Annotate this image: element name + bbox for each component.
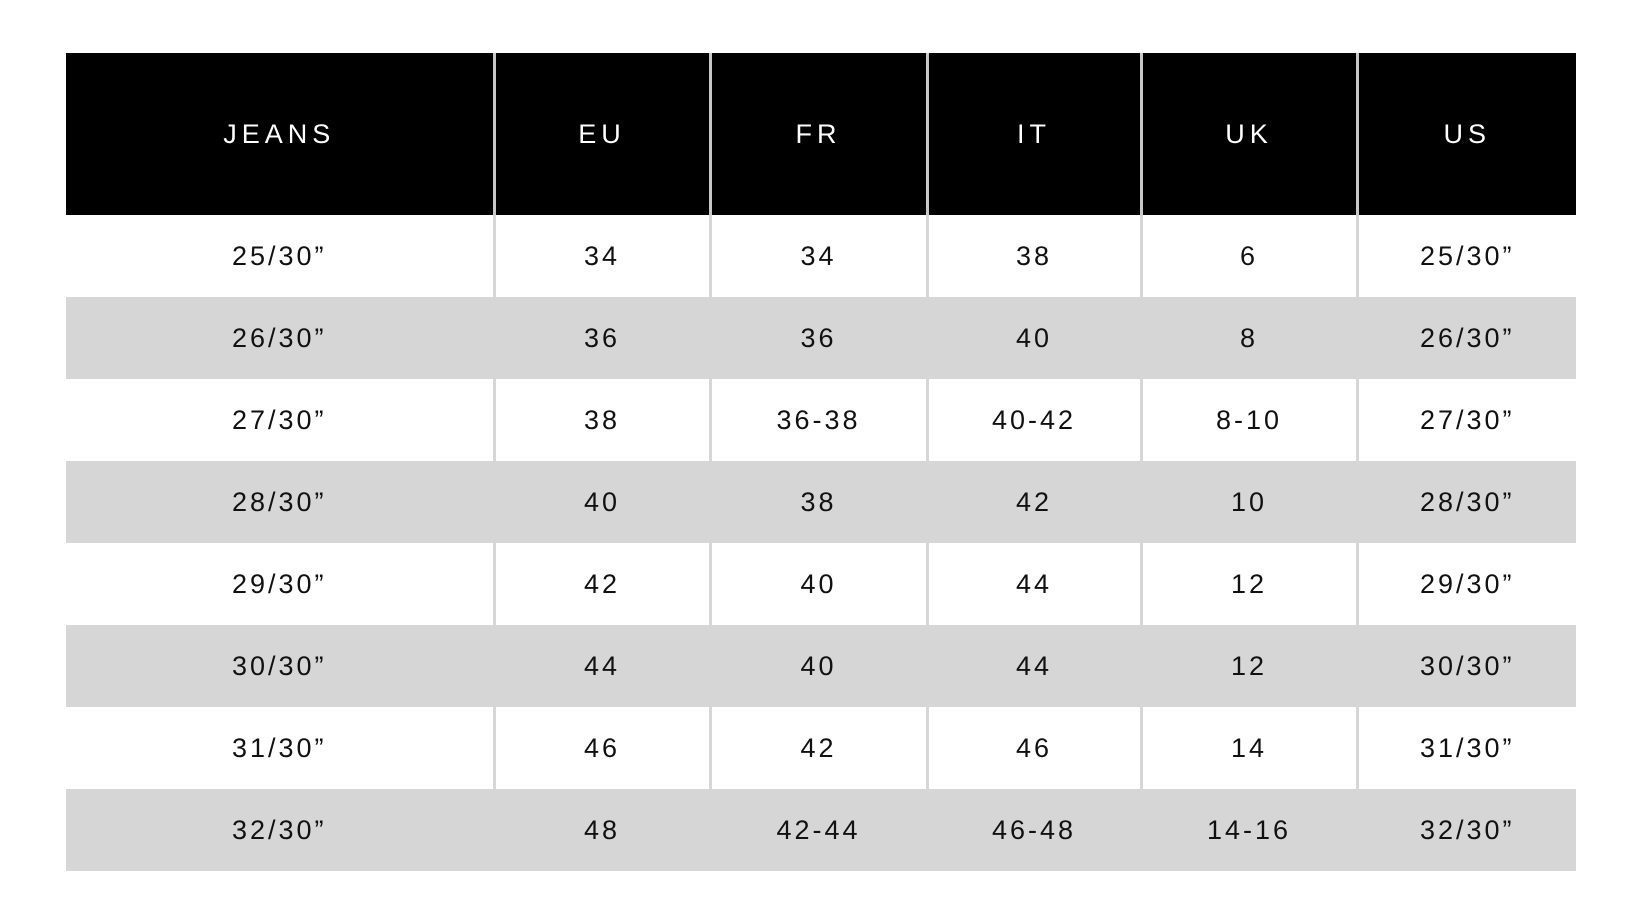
cell-uk: 8 xyxy=(1139,297,1357,379)
cell-us: 31/30” xyxy=(1355,707,1576,789)
table-row: 25/30” 34 34 38 6 25/30” xyxy=(66,215,1576,297)
size-chart-header: JEANS EU FR IT UK US xyxy=(66,53,1576,215)
cell-uk: 10 xyxy=(1139,461,1357,543)
cell-uk: 14 xyxy=(1139,707,1357,789)
header-jeans: JEANS xyxy=(66,53,494,215)
cell-fr: 42 xyxy=(708,707,927,789)
table-row: 27/30” 38 36-38 40-42 8-10 27/30” xyxy=(66,379,1576,461)
cell-eu: 48 xyxy=(492,789,710,871)
cell-fr: 40 xyxy=(708,625,927,707)
cell-uk: 6 xyxy=(1139,215,1357,297)
cell-uk: 12 xyxy=(1139,543,1357,625)
cell-fr: 36 xyxy=(708,297,927,379)
cell-jeans: 31/30” xyxy=(231,732,327,763)
cell-it: 42 xyxy=(925,461,1141,543)
cell-eu: 46 xyxy=(492,707,710,789)
table-row: 30/30” 44 40 44 12 30/30” xyxy=(66,625,1576,707)
cell-it: 38 xyxy=(925,215,1141,297)
header-fr: FR xyxy=(708,53,927,215)
cell-jeans: 28/30” xyxy=(66,461,494,543)
cell-it: 40 xyxy=(925,297,1141,379)
cell-us: 28/30” xyxy=(1355,461,1576,543)
header-eu: EU xyxy=(492,53,710,215)
cell-eu: 38 xyxy=(492,379,710,461)
cell-us: 27/30” xyxy=(1355,379,1576,461)
cell-eu: 42 xyxy=(492,543,710,625)
cell-eu: 44 xyxy=(492,625,710,707)
cell-it: 40-42 xyxy=(925,379,1141,461)
table-row: 29/30” 42 40 44 12 29/30” xyxy=(66,543,1576,625)
cell-uk: 12 xyxy=(1139,625,1357,707)
cell-fr: 42-44 xyxy=(708,789,927,871)
cell-it: 46 xyxy=(925,707,1141,789)
cell-us: 25/30” xyxy=(1355,215,1576,297)
cell-us: 32/30” xyxy=(1355,789,1576,871)
cell-eu: 36 xyxy=(492,297,710,379)
cell-fr: 34 xyxy=(708,215,927,297)
header-row: JEANS EU FR IT UK US xyxy=(66,53,1576,215)
cell-jeans: 30/30” xyxy=(66,625,494,707)
header-it: IT xyxy=(925,53,1141,215)
jeans-size-chart: JEANS EU FR IT UK US 25/30” 34 34 38 6 25/30”… xyxy=(66,53,1576,871)
cell-jeans: 32/30” xyxy=(66,789,494,871)
table-row: 26/30” 36 36 40 8 26/30” xyxy=(66,297,1576,379)
cell-it: 46-48 xyxy=(925,789,1141,871)
table-row: 32/30” 48 42-44 46-48 14-16 32/30” xyxy=(66,789,1576,871)
cell-it: 44 xyxy=(925,543,1141,625)
cell-us: 26/30” xyxy=(1355,297,1576,379)
header-us: US xyxy=(1355,53,1576,215)
cell-fr: 36-38 xyxy=(708,379,927,461)
size-chart-body: 25/30” 34 34 38 6 25/30” 26/30” 36 36 40 8 26/30” 27… xyxy=(66,215,1576,871)
header-uk: UK xyxy=(1139,53,1357,215)
cell-jeans: 25/30” xyxy=(231,240,327,271)
cell-jeans: 27/30” xyxy=(231,404,327,435)
cell-us: 30/30” xyxy=(1355,625,1576,707)
cell-it: 44 xyxy=(925,625,1141,707)
cell-us: 29/30” xyxy=(1355,543,1576,625)
cell-jeans: 26/30” xyxy=(66,297,494,379)
table-row: 28/30” 40 38 42 10 28/30” xyxy=(66,461,1576,543)
cell-fr: 38 xyxy=(708,461,927,543)
cell-fr: 40 xyxy=(708,543,927,625)
cell-eu: 34 xyxy=(492,215,710,297)
cell-jeans: 29/30” xyxy=(231,568,327,599)
cell-eu: 40 xyxy=(492,461,710,543)
table-row: 31/30” 46 42 46 14 31/30” xyxy=(66,707,1576,789)
cell-uk: 14-16 xyxy=(1139,789,1357,871)
cell-uk: 8-10 xyxy=(1139,379,1357,461)
